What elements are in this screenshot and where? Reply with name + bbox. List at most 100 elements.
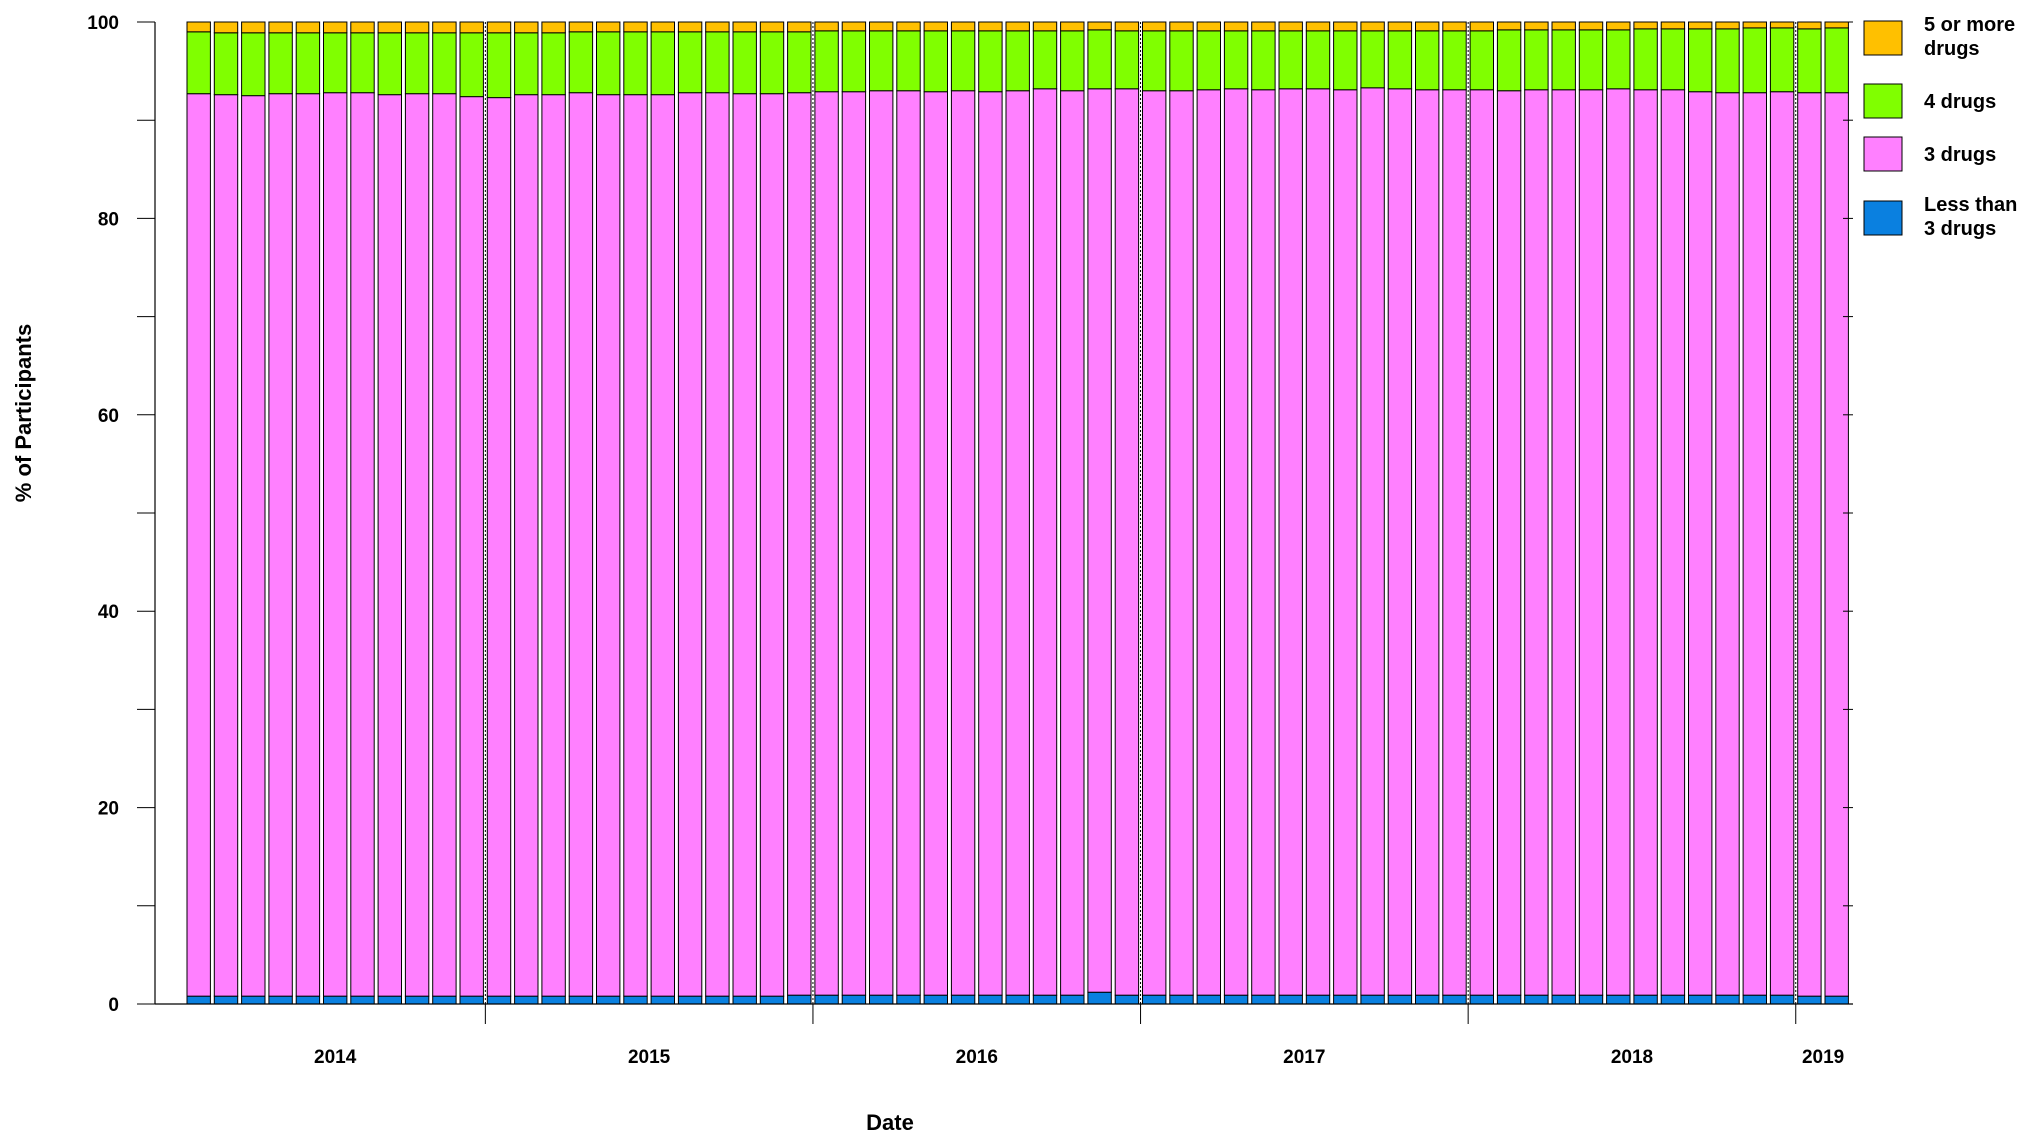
bar-segment-3-drugs-31 bbox=[1032, 88, 1058, 996]
bar-segment-5-or-more-drugs-21 bbox=[759, 21, 785, 33]
bar-segment-4-drugs-32 bbox=[1060, 30, 1085, 92]
bar-segment-less-than-3-drugs-51 bbox=[1578, 994, 1604, 1005]
bar-segment-5-or-more-drugs-32 bbox=[1060, 21, 1085, 32]
bar-segment-5-or-more-drugs-6 bbox=[350, 21, 375, 34]
bar-segment-less-than-3-drugs-56 bbox=[1715, 994, 1740, 1005]
bar-segment-4-drugs-55 bbox=[1688, 28, 1713, 93]
bar-segment-3-drugs-15 bbox=[596, 94, 621, 997]
bar-segment-4-drugs-27 bbox=[923, 30, 948, 93]
bar-segment-4-drugs-52 bbox=[1606, 29, 1631, 90]
bar-segment-4-drugs-44 bbox=[1387, 30, 1413, 90]
bar-segment-less-than-3-drugs-18 bbox=[677, 995, 703, 1005]
bar-segment-less-than-3-drugs-30 bbox=[1005, 994, 1030, 1005]
bar-segment-5-or-more-drugs-14 bbox=[568, 21, 594, 33]
bar-segment-less-than-3-drugs-10 bbox=[459, 995, 484, 1005]
bar-segment-less-than-3-drugs-57 bbox=[1742, 994, 1767, 1005]
bar-segment-less-than-3-drugs-49 bbox=[1524, 994, 1549, 1005]
bar-segment-4-drugs-25 bbox=[869, 30, 894, 92]
bar-segment-4-drugs-43 bbox=[1360, 30, 1385, 89]
bar-segment-5-or-more-drugs-16 bbox=[623, 21, 648, 33]
bar-segment-less-than-3-drugs-29 bbox=[978, 994, 1003, 1005]
bar-segment-4-drugs-56 bbox=[1715, 28, 1740, 94]
bar-segment-5-or-more-drugs-48 bbox=[1496, 21, 1522, 31]
bar-segment-5-or-more-drugs-43 bbox=[1360, 21, 1385, 32]
bar-segment-less-than-3-drugs-13 bbox=[541, 995, 566, 1005]
bar-segment-3-drugs-49 bbox=[1524, 89, 1549, 996]
bar-segment-3-drugs-48 bbox=[1496, 90, 1522, 996]
bar-segment-less-than-3-drugs-14 bbox=[568, 995, 594, 1005]
bar-segment-less-than-3-drugs-28 bbox=[950, 994, 976, 1005]
bar-segment-4-drugs-36 bbox=[1169, 30, 1194, 92]
bar-segment-5-or-more-drugs-18 bbox=[677, 21, 703, 33]
bar-segment-less-than-3-drugs-47 bbox=[1469, 994, 1494, 1005]
bar-segment-3-drugs-55 bbox=[1688, 91, 1713, 996]
bar-segment-4-drugs-54 bbox=[1660, 28, 1686, 91]
bar-segment-4-drugs-2 bbox=[241, 32, 266, 97]
bar-segment-5-or-more-drugs-49 bbox=[1524, 21, 1549, 31]
bar-segment-5-or-more-drugs-28 bbox=[950, 21, 976, 32]
bar-segment-less-than-3-drugs-35 bbox=[1142, 994, 1167, 1005]
bar-segment-3-drugs-27 bbox=[923, 91, 948, 996]
bar-segment-5-or-more-drugs-45 bbox=[1415, 21, 1440, 32]
bar-segment-3-drugs-8 bbox=[404, 93, 430, 997]
bar-segment-less-than-3-drugs-2 bbox=[241, 995, 266, 1005]
bar-segment-4-drugs-11 bbox=[486, 32, 512, 99]
bar-segment-4-drugs-14 bbox=[568, 31, 594, 94]
bar-segment-5-or-more-drugs-34 bbox=[1114, 21, 1140, 32]
bar-segment-3-drugs-46 bbox=[1442, 89, 1467, 996]
bar-segment-less-than-3-drugs-11 bbox=[486, 995, 512, 1005]
bar-segment-5-or-more-drugs-40 bbox=[1278, 21, 1303, 32]
y-tick-label-40: 40 bbox=[98, 602, 119, 623]
bar-segment-3-drugs-34 bbox=[1114, 88, 1140, 996]
bar-segment-4-drugs-50 bbox=[1551, 29, 1576, 91]
bar-segment-5-or-more-drugs-0 bbox=[186, 21, 211, 33]
bar-segment-3-drugs-26 bbox=[896, 90, 921, 996]
bar-segment-less-than-3-drugs-1 bbox=[213, 995, 239, 1005]
bar-segment-5-or-more-drugs-46 bbox=[1442, 21, 1467, 32]
bar-segment-less-than-3-drugs-55 bbox=[1688, 994, 1713, 1005]
bar-segment-less-than-3-drugs-60 bbox=[1824, 995, 1849, 1005]
bar-segment-4-drugs-40 bbox=[1278, 30, 1303, 90]
y-tick-label-100: 100 bbox=[87, 13, 119, 34]
bar-segment-less-than-3-drugs-5 bbox=[323, 995, 348, 1005]
bar-segment-3-drugs-58 bbox=[1769, 91, 1795, 996]
bar-segment-4-drugs-9 bbox=[432, 32, 457, 95]
bar-segment-3-drugs-12 bbox=[514, 94, 539, 997]
bar-segment-less-than-3-drugs-39 bbox=[1251, 994, 1276, 1005]
bar-segment-5-or-more-drugs-9 bbox=[432, 21, 457, 34]
bar-segment-less-than-3-drugs-44 bbox=[1387, 994, 1413, 1005]
bar-segment-3-drugs-20 bbox=[732, 93, 757, 997]
bar-segment-5-or-more-drugs-23 bbox=[814, 21, 839, 32]
bar-segment-5-or-more-drugs-17 bbox=[650, 21, 675, 33]
bar-segment-4-drugs-46 bbox=[1442, 30, 1467, 91]
bar-segment-less-than-3-drugs-33 bbox=[1087, 991, 1112, 1005]
bar-segment-3-drugs-10 bbox=[459, 96, 484, 997]
bar-segment-3-drugs-59 bbox=[1797, 92, 1822, 997]
bar-segment-less-than-3-drugs-45 bbox=[1415, 994, 1440, 1005]
bar-segment-3-drugs-54 bbox=[1660, 89, 1686, 996]
bar-segment-3-drugs-47 bbox=[1469, 89, 1494, 996]
bar-segment-4-drugs-51 bbox=[1578, 29, 1604, 91]
bar-segment-3-drugs-52 bbox=[1606, 88, 1631, 996]
bar-segment-5-or-more-drugs-13 bbox=[541, 21, 566, 34]
bar-segment-4-drugs-35 bbox=[1142, 30, 1167, 92]
bar-segment-5-or-more-drugs-15 bbox=[596, 21, 621, 33]
bar-segment-4-drugs-3 bbox=[268, 32, 293, 95]
bars-layer bbox=[186, 21, 1849, 1005]
bar-segment-4-drugs-28 bbox=[950, 30, 976, 92]
bar-segment-3-drugs-25 bbox=[869, 90, 894, 996]
x-tick-label-2016: 2016 bbox=[956, 1047, 998, 1068]
bar-segment-5-or-more-drugs-11 bbox=[486, 21, 512, 34]
x-tick-label-2019: 2019 bbox=[1802, 1047, 1844, 1068]
bar-segment-less-than-3-drugs-23 bbox=[814, 994, 839, 1005]
bar-segment-5-or-more-drugs-47 bbox=[1469, 21, 1494, 32]
bar-segment-less-than-3-drugs-8 bbox=[404, 995, 430, 1005]
bar-segment-3-drugs-39 bbox=[1251, 89, 1276, 996]
bar-segment-less-than-3-drugs-31 bbox=[1032, 994, 1058, 1005]
bar-segment-5-or-more-drugs-4 bbox=[295, 21, 321, 34]
bar-segment-5-or-more-drugs-33 bbox=[1087, 21, 1112, 31]
bar-segment-4-drugs-16 bbox=[623, 31, 648, 96]
bar-segment-5-or-more-drugs-59 bbox=[1797, 21, 1822, 30]
bar-segment-3-drugs-44 bbox=[1387, 88, 1413, 996]
